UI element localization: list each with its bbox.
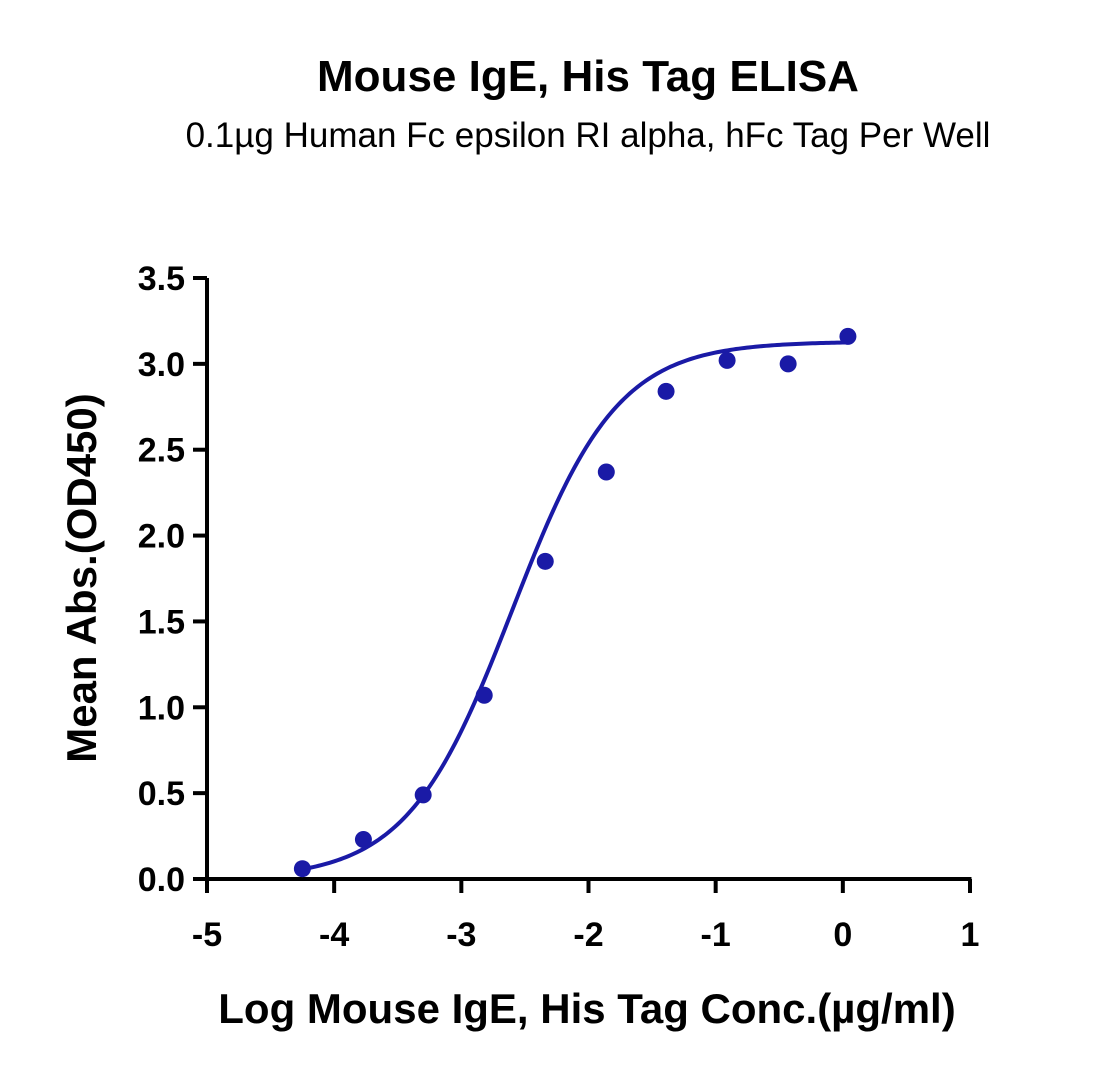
data-point [536,552,554,570]
data-point [597,463,615,481]
y-tick-label: 3.0 [138,346,185,384]
y-tick-label: 0.5 [138,775,185,813]
fit-curve [302,340,848,872]
y-tick-label: 3.5 [138,260,185,298]
y-axis-label: Mean Abs.(OD450) [58,393,105,763]
data-point [354,831,372,849]
data-point [475,686,493,704]
x-axis-label: Log Mouse IgE, His Tag Conc.(µg/ml) [218,985,955,1032]
x-tick-label: 0 [833,916,852,954]
x-tick-label: -3 [446,916,476,954]
y-tick-label: 0.0 [138,861,185,899]
x-tick-label: -1 [701,916,731,954]
y-tick-label: 2.5 [138,432,185,470]
fit-curve-layer [302,340,848,872]
x-tick-label: -4 [319,916,349,954]
chart-subtitle: 0.1µg Human Fc epsilon RI alpha, hFc Tag… [185,116,991,155]
data-point [657,382,675,400]
axes: 0.0 0.5 1.0 1.5 2.0 2.5 3.0 3.5 -5 -4 -3 -2 -1 0 1 [138,260,980,954]
data-points [293,327,857,878]
y-tick-label: 1.0 [138,689,185,727]
y-tick-label: 1.5 [138,603,185,641]
data-point [293,860,311,878]
x-tick-label: -2 [573,916,603,954]
x-tick-label: -5 [192,916,222,954]
x-tick-label: 1 [961,916,980,954]
y-tick-label: 2.0 [138,518,185,556]
data-point [839,327,857,345]
chart-title: Mouse IgE, His Tag ELISA [317,52,859,101]
data-point [414,786,432,804]
data-point [718,351,736,369]
data-point [779,355,797,373]
